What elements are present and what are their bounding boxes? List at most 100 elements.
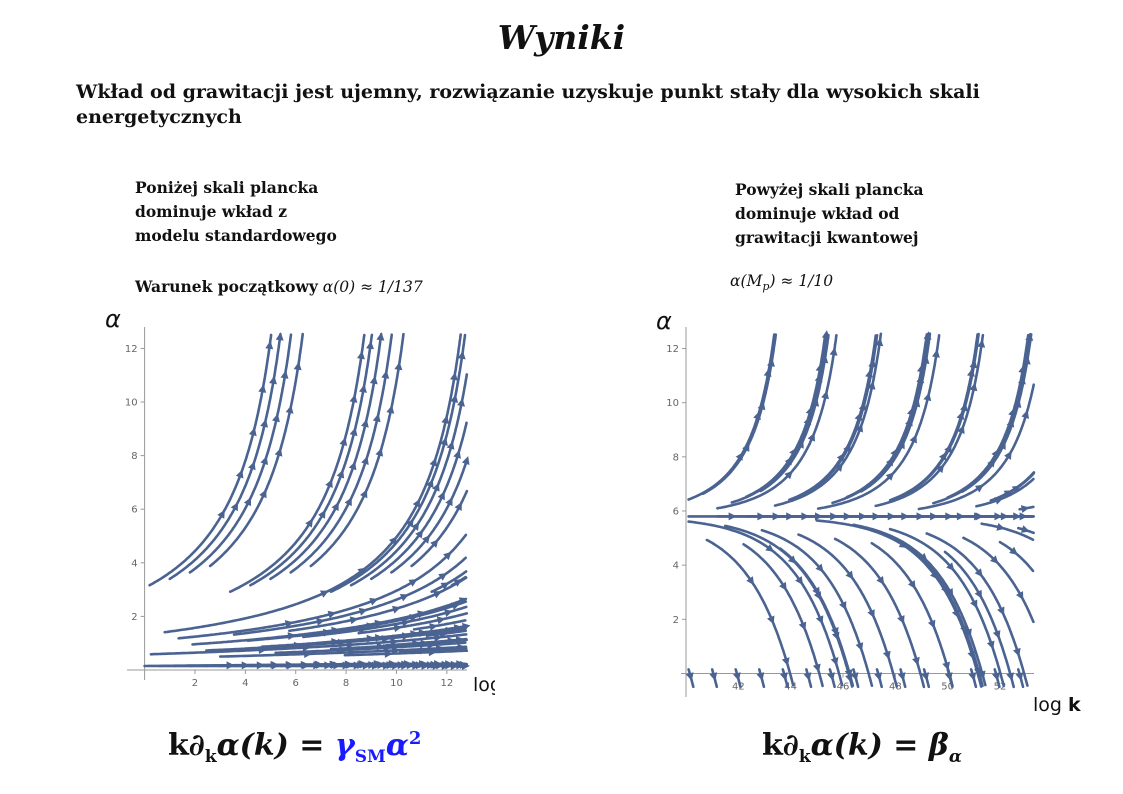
x-tick-label: 4	[242, 678, 248, 689]
flow-arrow	[366, 340, 374, 350]
flow-arrow	[821, 390, 829, 400]
flow-arrow	[746, 576, 755, 586]
streamline	[723, 524, 854, 688]
flow-arrow	[796, 439, 804, 449]
flow-arrow	[916, 364, 925, 373]
flow-arrow	[430, 539, 439, 548]
flow-arrow	[429, 622, 438, 631]
y-tick-label: 8	[673, 452, 679, 463]
streamline	[773, 332, 883, 507]
flow-arrow	[784, 470, 793, 480]
flow-arrow	[401, 618, 411, 627]
flow-arrow	[440, 582, 450, 590]
flow-arrow	[996, 522, 1006, 531]
flow-arrow	[357, 567, 367, 576]
flow-arrow	[815, 363, 824, 372]
flow-arrow	[855, 423, 864, 433]
flow-arrow	[1004, 450, 1012, 460]
flow-arrow	[235, 469, 244, 479]
flow-arrow	[450, 394, 459, 403]
right-condition: α(Mp) ≈ 1/10	[730, 272, 833, 293]
flow-arrow	[812, 663, 821, 673]
streamline	[870, 541, 954, 688]
flow-arrow	[858, 402, 867, 411]
flow-arrow	[349, 427, 358, 437]
left-streamplot: 2 4 6 8 10 12 2 4 6 8 10 12 α log k	[105, 305, 495, 696]
flow-arrow	[441, 415, 450, 424]
flow-arrow	[405, 518, 414, 528]
streamline	[412, 619, 467, 631]
flow-arrow	[451, 602, 461, 610]
flow-arrow	[970, 599, 978, 609]
flow-arrow	[973, 667, 982, 677]
x-tick-label: 48	[889, 681, 902, 692]
flow-arrow	[446, 440, 455, 450]
flow-arrow	[932, 349, 940, 358]
flow-arrow	[1009, 546, 1018, 555]
streamline	[980, 522, 1035, 542]
flow-arrow	[349, 394, 358, 403]
right-note: Powyżej skali plancka dominuje wkład od …	[735, 178, 924, 250]
flow-arrow	[685, 672, 694, 681]
flow-arrow	[912, 656, 920, 666]
streamline	[778, 547, 855, 687]
flow-arrow	[366, 634, 375, 643]
flow-arrow	[844, 669, 853, 678]
flow-arrow	[885, 472, 895, 481]
flow-arrow	[867, 381, 876, 390]
flow-arrow	[339, 437, 348, 446]
flow-arrow	[882, 650, 891, 660]
eq-lhs: k∂	[762, 728, 799, 763]
flow-arrow	[217, 509, 225, 519]
flow-arrow	[392, 605, 401, 614]
flow-arrow	[1013, 512, 1022, 521]
x-tick-label: 46	[837, 681, 850, 692]
streamline	[874, 333, 985, 508]
streamline	[687, 333, 776, 501]
flow-arrow	[376, 332, 385, 341]
flow-arrow	[358, 607, 368, 616]
flow-arrow	[453, 449, 461, 459]
flow-arrow	[349, 616, 359, 625]
flow-arrow	[325, 479, 333, 489]
eq-sub: k	[798, 747, 811, 767]
flow-arrow	[875, 337, 884, 347]
streamline	[246, 600, 468, 642]
flow-arrow	[843, 443, 851, 453]
flow-arrow	[834, 463, 843, 472]
flow-arrow	[812, 586, 820, 596]
planck-condition-tail: ) ≈ 1/10	[769, 272, 834, 290]
flow-arrow	[831, 626, 839, 636]
x-tick-label: 2	[192, 678, 198, 689]
right-note-line: Powyżej skali plancka	[735, 180, 924, 199]
flow-arrow	[259, 489, 267, 499]
flow-arrow	[805, 406, 814, 416]
flow-arrow	[230, 502, 238, 512]
flow-arrow	[867, 609, 875, 619]
flow-arrow	[381, 370, 390, 379]
flow-arrow	[248, 427, 257, 437]
flow-arrow	[439, 630, 448, 639]
eq-power: 2	[408, 728, 422, 749]
flow-arrow	[1006, 672, 1014, 682]
streamline	[960, 333, 1033, 493]
flow-arrow	[909, 434, 917, 444]
flow-arrow	[795, 576, 803, 585]
x-axis-label: log k	[1033, 694, 1081, 715]
flow-arrow	[960, 625, 968, 635]
flow-arrow	[811, 397, 820, 407]
right-note-line: grawitacji kwantowej	[735, 228, 919, 247]
flow-arrow	[765, 543, 775, 552]
flow-arrow	[1020, 525, 1030, 533]
flow-arrow	[897, 440, 905, 450]
flow-arrow	[399, 593, 409, 602]
flow-arrow	[997, 606, 1005, 616]
flow-arrow	[360, 418, 369, 428]
flow-arrow	[327, 610, 337, 619]
flow-arrow	[248, 461, 256, 471]
flow-arrow	[868, 359, 877, 368]
flow-arrow	[348, 461, 357, 471]
flow-arrow	[986, 640, 995, 650]
flow-arrow	[436, 616, 446, 625]
